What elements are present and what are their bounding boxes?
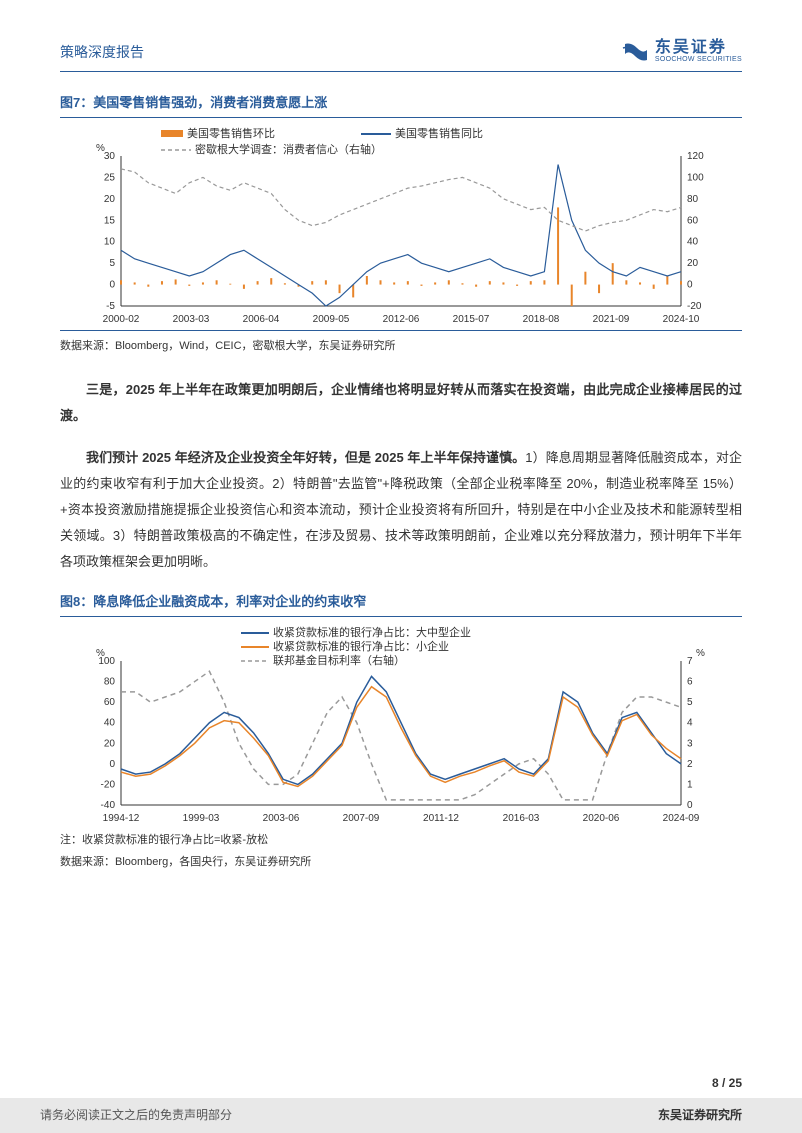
svg-text:1994-12: 1994-12 [103,813,140,824]
svg-text:60: 60 [104,697,116,708]
svg-text:2012-06: 2012-06 [383,314,420,325]
svg-text:6: 6 [687,677,693,688]
svg-text:0: 0 [109,280,115,291]
svg-text:1999-03: 1999-03 [183,813,220,824]
svg-text:2009-05: 2009-05 [313,314,350,325]
svg-text:0: 0 [687,280,693,291]
svg-text:2024-10: 2024-10 [663,314,700,325]
svg-text:收紧贷款标准的银行净占比：大中型企业: 收紧贷款标准的银行净占比：大中型企业 [273,625,471,639]
report-type: 策略深度报告 [60,42,144,62]
svg-text:5: 5 [109,258,115,269]
page-number: 8 / 25 [0,1076,802,1098]
svg-text:25: 25 [104,172,116,183]
svg-text:-20: -20 [101,779,116,790]
paragraph-2-body: 1）降息周期显著降低融资成本，对企业的约束收窄有利于加大企业投资。2）特朗普"去… [60,450,742,569]
svg-text:-40: -40 [101,800,116,811]
svg-text:2006-04: 2006-04 [243,314,280,325]
svg-text:15: 15 [104,215,116,226]
svg-text:2020-06: 2020-06 [583,813,620,824]
svg-text:40: 40 [687,237,699,248]
svg-text:2003-03: 2003-03 [173,314,210,325]
svg-text:2018-08: 2018-08 [523,314,560,325]
svg-text:1: 1 [687,779,693,790]
svg-text:2000-02: 2000-02 [103,314,140,325]
svg-text:100: 100 [687,172,704,183]
svg-text:80: 80 [104,677,116,688]
svg-text:2003-06: 2003-06 [263,813,300,824]
logo-text-en: SOOCHOW SECURITIES [655,56,742,63]
svg-text:2016-03: 2016-03 [503,813,540,824]
chart-8-title: 图8：降息降低企业融资成本，利率对企业的约束收窄 [60,591,742,617]
paragraph-2: 我们预计 2025 年经济及企业投资全年好转，但是 2025 年上半年保持谨慎。… [60,445,742,575]
svg-text:20: 20 [104,194,116,205]
chart-7-section: 图7：美国零售销售强劲，消费者消费意愿上涨 美国零售销售环比 美国零售销售同比密歇… [60,92,742,353]
svg-text:60: 60 [687,215,699,226]
company-logo: 东吴证券 SOOCHOW SECURITIES [621,40,742,63]
chart-8-section: 图8：降息降低企业融资成本，利率对企业的约束收窄 收紧贷款标准的银行净占比：大中… [60,591,742,869]
svg-text:2007-09: 2007-09 [343,813,380,824]
svg-text:联邦基金目标利率（右轴）: 联邦基金目标利率（右轴） [273,653,405,667]
svg-text:美国零售销售环比: 美国零售销售环比 [187,126,275,140]
svg-text:收紧贷款标准的银行净占比：小企业: 收紧贷款标准的银行净占比：小企业 [273,639,449,653]
svg-text:80: 80 [687,194,699,205]
svg-text:2: 2 [687,759,693,770]
svg-text:%: % [696,648,705,659]
svg-text:2021-09: 2021-09 [593,314,630,325]
svg-text:30: 30 [104,151,116,162]
logo-text-cn: 东吴证券 [655,40,742,56]
svg-text:20: 20 [687,258,699,269]
footer-institute: 东吴证券研究所 [658,1106,742,1123]
svg-text:美国零售销售同比: 美国零售销售同比 [395,126,483,140]
svg-text:10: 10 [104,237,116,248]
svg-text:100: 100 [98,656,115,667]
svg-text:0: 0 [109,759,115,770]
svg-text:2011-12: 2011-12 [423,813,459,824]
svg-text:密歇根大学调查：消费者信心（右轴）: 密歇根大学调查：消费者信心（右轴） [195,142,382,156]
svg-text:2024-09: 2024-09 [663,813,700,824]
footer-disclaimer: 请务必阅读正文之后的免责声明部分 [40,1106,232,1123]
paragraph-2-lead: 我们预计 2025 年经济及企业投资全年好转，但是 2025 年上半年保持谨慎。 [86,450,525,465]
svg-text:3: 3 [687,738,693,749]
svg-text:120: 120 [687,151,704,162]
svg-text:-5: -5 [106,301,115,312]
svg-text:4: 4 [687,718,693,729]
svg-text:7: 7 [687,656,693,667]
chart-7-canvas: 美国零售销售环比美国零售销售同比密歇根大学调查：消费者信心（右轴）%-50510… [60,126,742,326]
svg-text:0: 0 [687,800,693,811]
logo-icon [621,42,649,62]
svg-text:-20: -20 [687,301,702,312]
chart-8-source: 数据来源：Bloomberg，各国央行，东吴证券研究所 [60,851,742,869]
paragraph-1: 三是，2025 年上半年在政策更加明朗后，企业情绪也将明显好转从而落实在投资端，… [60,377,742,429]
svg-text:40: 40 [104,718,116,729]
chart-7-title: 图7：美国零售销售强劲，消费者消费意愿上涨 [60,92,742,118]
svg-text:20: 20 [104,738,116,749]
chart-8-note: 注：收紧贷款标准的银行净占比=收紧-放松 [60,825,742,847]
chart-8-canvas: 收紧贷款标准的银行净占比：大中型企业收紧贷款标准的银行净占比：小企业联邦基金目标… [60,625,742,825]
page-header: 策略深度报告 东吴证券 SOOCHOW SECURITIES [60,40,742,72]
svg-text:5: 5 [687,697,693,708]
svg-text:2015-07: 2015-07 [453,314,490,325]
chart-7-source: 数据来源：Bloomberg，Wind，CEIC，密歇根大学，东吴证券研究所 [60,330,742,353]
page-footer: 8 / 25 请务必阅读正文之后的免责声明部分 东吴证券研究所 [0,1076,802,1133]
